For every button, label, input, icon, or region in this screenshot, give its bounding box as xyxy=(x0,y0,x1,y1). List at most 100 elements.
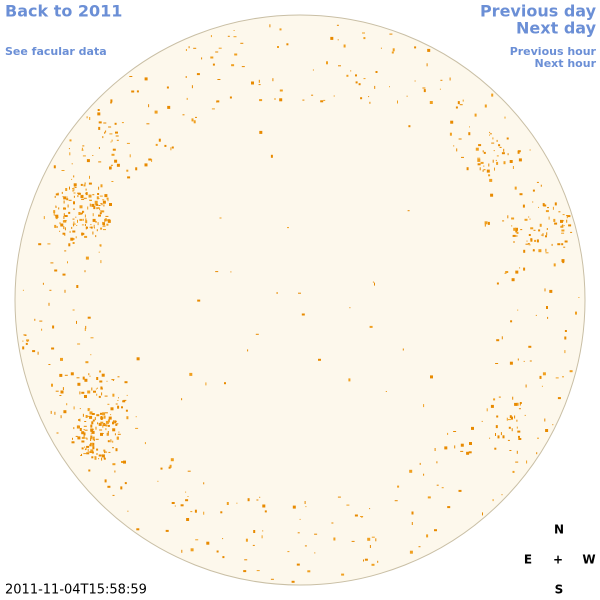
facula xyxy=(81,198,85,200)
facula xyxy=(174,505,176,507)
facula xyxy=(279,28,282,31)
next-hour-link[interactable]: Next hour xyxy=(535,57,597,70)
facula xyxy=(185,49,187,51)
facula xyxy=(118,431,120,433)
facula xyxy=(107,440,110,443)
facular-link[interactable]: See facular data xyxy=(5,45,107,58)
facula xyxy=(37,351,39,355)
facula xyxy=(95,388,97,390)
facula xyxy=(88,194,92,198)
facula xyxy=(72,223,76,225)
facula xyxy=(64,250,67,252)
facula xyxy=(193,120,196,124)
timestamp: 2011-11-04T15:58:59 xyxy=(5,583,147,598)
facula xyxy=(55,206,57,208)
facula xyxy=(540,184,542,187)
next-day-link[interactable]: Next day xyxy=(516,19,597,38)
facula xyxy=(205,382,207,386)
facula xyxy=(450,120,454,124)
facula xyxy=(210,56,214,59)
facula xyxy=(326,61,328,65)
facula xyxy=(114,122,117,125)
facula xyxy=(532,201,534,203)
facula xyxy=(338,65,341,67)
facula xyxy=(484,221,488,225)
facula xyxy=(247,498,250,502)
facula xyxy=(466,167,469,171)
facula xyxy=(491,93,494,97)
facula xyxy=(314,533,318,535)
facula xyxy=(222,556,225,559)
facula xyxy=(563,220,565,222)
facula xyxy=(453,145,455,147)
facula xyxy=(533,249,535,251)
facula xyxy=(32,350,36,353)
facula xyxy=(514,235,518,237)
facula xyxy=(287,551,290,553)
facula xyxy=(185,76,187,78)
facula xyxy=(355,74,357,77)
facula xyxy=(535,314,537,316)
facula xyxy=(481,420,483,422)
facula xyxy=(414,46,417,49)
facula xyxy=(83,184,86,187)
facula xyxy=(423,89,426,93)
facula xyxy=(103,415,106,419)
facula xyxy=(68,199,72,201)
facula xyxy=(98,186,100,190)
facula xyxy=(537,437,539,439)
facula xyxy=(486,169,490,173)
facula xyxy=(170,147,172,151)
facula xyxy=(82,413,84,417)
facula xyxy=(523,267,526,271)
previous-hour-link[interactable]: Previous hour xyxy=(510,45,597,58)
facula xyxy=(58,207,60,210)
facula xyxy=(117,376,120,378)
facula xyxy=(369,545,371,548)
facula xyxy=(394,500,398,502)
facula xyxy=(102,221,104,225)
facula xyxy=(155,143,158,146)
facula xyxy=(542,233,544,237)
facula xyxy=(511,428,513,432)
facula xyxy=(311,94,314,96)
facula xyxy=(553,218,556,222)
facula xyxy=(358,83,361,86)
facula xyxy=(469,442,472,445)
facula xyxy=(482,150,484,153)
facula xyxy=(102,412,106,416)
facula xyxy=(441,487,444,489)
facula xyxy=(261,535,263,539)
facula xyxy=(72,437,73,440)
facula xyxy=(63,200,65,204)
facula xyxy=(201,57,203,60)
facula xyxy=(101,203,103,206)
facula xyxy=(79,428,82,431)
facula xyxy=(374,85,376,89)
facula xyxy=(67,204,69,208)
facula xyxy=(423,473,425,476)
facula xyxy=(135,167,138,171)
back-link[interactable]: Back to 2011 xyxy=(5,2,122,21)
facula xyxy=(455,106,458,109)
facula xyxy=(91,203,95,207)
facula xyxy=(369,325,373,328)
facula xyxy=(519,402,522,404)
facula xyxy=(372,281,374,283)
facula xyxy=(59,373,63,377)
facula xyxy=(191,118,194,122)
facula xyxy=(511,416,513,420)
facula xyxy=(100,227,103,230)
facula xyxy=(226,502,229,505)
facula xyxy=(85,188,87,191)
facula xyxy=(484,104,487,108)
previous-day-link[interactable]: Previous day xyxy=(480,2,597,21)
facula xyxy=(66,198,69,201)
facula xyxy=(127,176,131,179)
facula xyxy=(575,311,577,315)
facula xyxy=(103,222,105,226)
facula xyxy=(233,30,235,31)
facula xyxy=(363,78,366,80)
facula xyxy=(90,431,93,433)
facula xyxy=(551,243,553,246)
